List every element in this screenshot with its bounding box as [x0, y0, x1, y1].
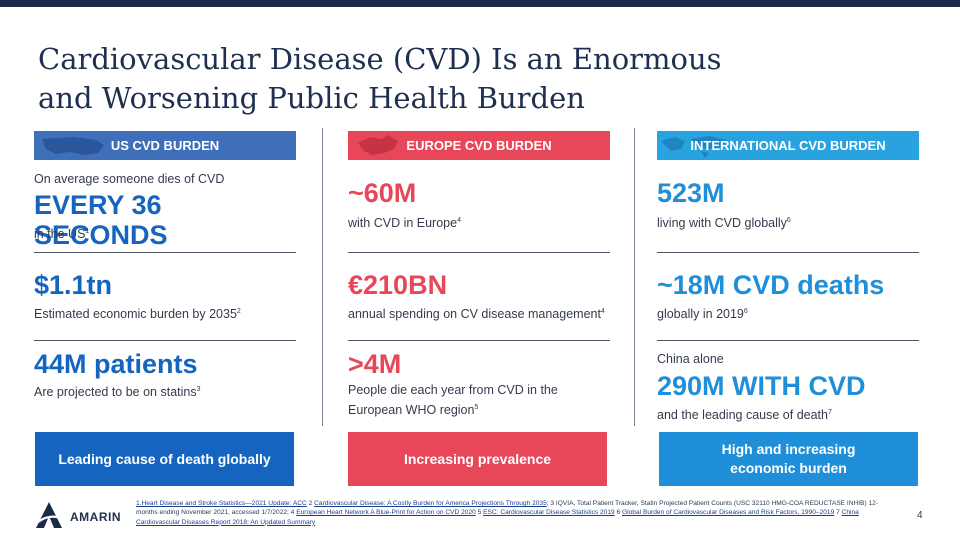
world-map-icon	[661, 136, 727, 158]
us-column: US CVD BURDEN On average someone dies of…	[34, 131, 296, 431]
top-accent-bar	[0, 0, 960, 7]
us-summary-box: Leading cause of death globally	[35, 432, 294, 486]
intl-stat2-value: ~18M CVD deaths	[657, 270, 885, 300]
europe-header-label: EUROPE CVD BURDEN	[406, 138, 552, 153]
page-number: 4	[917, 510, 923, 521]
europe-stat3-desc: People die each year from CVD in the Eur…	[348, 383, 558, 418]
intl-stat1-value: 523M	[657, 178, 725, 208]
us-stat3-value: 44M patients	[34, 349, 198, 379]
column-divider-1	[322, 128, 323, 426]
intl-stat3-value: 290M WITH CVD	[657, 371, 866, 401]
us-stat2-desc: Estimated economic burden by 20352	[34, 307, 241, 322]
us-intro: On average someone dies of CVD	[34, 172, 225, 186]
international-column: INTERNATIONAL CVD BURDEN 523M living wit…	[657, 131, 919, 431]
page-title-line-1: Cardiovascular Disease (CVD) Is an Enorm…	[38, 42, 722, 76]
page-title: Cardiovascular Disease (CVD) Is an Enorm…	[38, 40, 798, 118]
europe-header: EUROPE CVD BURDEN	[348, 131, 610, 160]
us-rule-2	[34, 340, 296, 341]
us-stat2-value: $1.1tn	[34, 270, 113, 300]
intl-stat3-intro: China alone	[657, 352, 724, 366]
europe-column: EUROPE CVD BURDEN ~60M with CVD in Europ…	[348, 131, 610, 431]
ref-link-5[interactable]: ESC: Cardiovascular Disease Statistics 2…	[483, 509, 615, 517]
us-rule-1	[34, 252, 296, 253]
europe-stat3-value: >4M	[348, 349, 402, 379]
us-header-label: US CVD BURDEN	[110, 138, 220, 153]
europe-rule-1	[348, 252, 610, 253]
ref-link-1[interactable]: 1.Heart Disease and Stroke Statistics—20…	[136, 500, 307, 507]
intl-stat3-desc: and the leading cause of death7	[657, 408, 832, 423]
intl-rule-2	[657, 340, 919, 341]
europe-summary-box: Increasing prevalence	[348, 432, 607, 486]
us-headline-sub: in the US1	[34, 227, 90, 242]
page-title-line-2: and Worsening Public Health Burden	[38, 81, 585, 115]
intl-stat2-desc: globally in 20196	[657, 307, 748, 322]
europe-stat2-desc: annual spending on CV disease management…	[348, 307, 605, 322]
brand-name: AMARIN	[70, 510, 121, 524]
international-header-label: INTERNATIONAL CVD BURDEN	[690, 138, 886, 153]
us-headline: EVERY 36 SECONDS	[34, 190, 168, 250]
us-map-icon	[42, 137, 104, 155]
ref-link-6[interactable]: Global Burden of Cardiovascular Diseases…	[622, 509, 835, 517]
europe-stat1-desc: with CVD in Europe4	[348, 216, 461, 231]
europe-map-icon	[358, 135, 398, 155]
column-divider-2	[634, 128, 635, 426]
europe-rule-2	[348, 340, 610, 341]
europe-stat2-value: €210BN	[348, 270, 448, 300]
ref-link-4[interactable]: European Heart Network A Blue-Print for …	[296, 509, 476, 517]
references: 1.Heart Disease and Stroke Statistics—20…	[136, 500, 879, 526]
international-summary-box: High and increasing economic burden	[659, 432, 918, 486]
us-header: US CVD BURDEN	[34, 131, 296, 160]
ref-link-7[interactable]: China Cardiovascular Diseases Report 201…	[136, 509, 859, 526]
us-stat3-desc: Are projected to be on statins3	[34, 385, 201, 400]
ref-link-2[interactable]: Cardiovascular Disease: A Costly Burden …	[314, 500, 547, 507]
europe-stat1-value: ~60M	[348, 178, 417, 208]
international-header: INTERNATIONAL CVD BURDEN	[657, 131, 919, 160]
intl-rule-1	[657, 252, 919, 253]
intl-stat1-desc: living with CVD globally6	[657, 216, 791, 231]
amarin-logo-icon	[36, 502, 62, 528]
